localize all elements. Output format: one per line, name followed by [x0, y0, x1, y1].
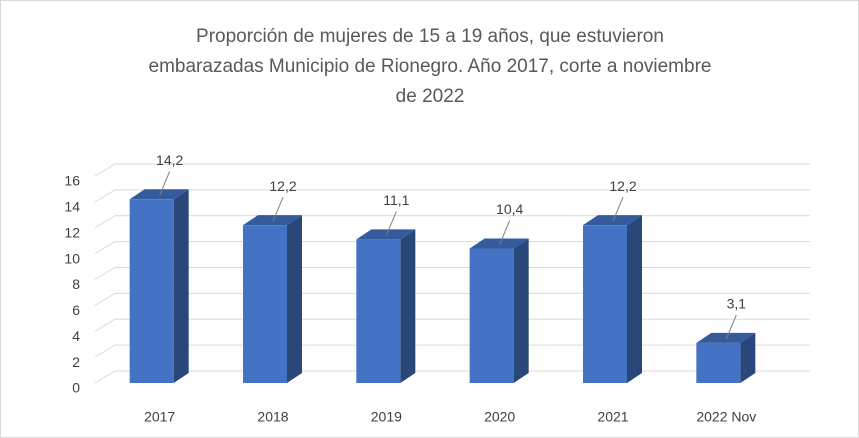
bar: [243, 215, 302, 383]
leader-line: [159, 171, 171, 196]
y-tick-label: 10: [64, 250, 80, 266]
x-tick-label: 2019: [371, 409, 402, 425]
x-tick-label: 2022 Nov: [696, 409, 756, 425]
bar: [696, 332, 756, 383]
bar: [469, 238, 529, 383]
data-label: 3,1: [727, 296, 747, 312]
bar-side: [513, 238, 529, 383]
bar-side: [400, 229, 416, 383]
grid-line: [94, 292, 810, 306]
y-tick-label: 4: [72, 328, 80, 344]
data-label: 12,2: [609, 178, 636, 194]
bar-top: [243, 215, 302, 226]
y-tick-label: 8: [72, 276, 80, 292]
leader-line: [499, 220, 511, 245]
bar: [129, 189, 189, 383]
grid-line: [94, 267, 810, 280]
grid-line: [94, 215, 810, 229]
chart-title: Proporción de mujeres de 15 a 19 años, q…: [148, 26, 712, 107]
data-label: 12,2: [269, 178, 296, 194]
bar-side: [173, 189, 189, 383]
bar-side: [740, 332, 756, 383]
bar-front: [583, 225, 627, 383]
bar-top: [356, 229, 416, 240]
bar-front: [696, 342, 741, 383]
grid-line: [94, 189, 810, 203]
y-tick-label: 2: [72, 354, 80, 370]
leader-line: [272, 196, 284, 222]
bar: [583, 215, 642, 383]
grid-line: [94, 370, 810, 384]
leader-line: [612, 196, 624, 222]
grid-line: [94, 344, 810, 358]
bar: [356, 229, 416, 383]
x-tick-label: 2020: [484, 409, 515, 425]
y-tick-label: 14: [64, 199, 80, 215]
y-tick-label: 6: [72, 302, 80, 318]
y-tick-label: 16: [64, 173, 80, 189]
data-label: 14,2: [156, 152, 183, 168]
bar-side: [627, 215, 642, 383]
bar-top: [469, 238, 529, 249]
bar-front: [243, 225, 287, 383]
x-tick-label: 2017: [144, 409, 175, 425]
bar-top: [129, 189, 189, 200]
x-tick-label: 2018: [257, 409, 288, 425]
grid-line: [94, 241, 810, 255]
bar-front: [356, 239, 401, 383]
x-tick-label: 2021: [597, 409, 628, 425]
leader-line: [385, 211, 397, 236]
data-label: 10,4: [496, 201, 523, 217]
y-tick-label: 12: [64, 224, 80, 240]
grid-line: [94, 163, 810, 177]
data-label: 11,1: [383, 192, 409, 208]
bar-side: [287, 215, 302, 383]
leader-line: [725, 314, 737, 340]
bar-front: [129, 199, 174, 383]
bar-top: [583, 215, 642, 226]
y-tick-label: 0: [72, 380, 80, 396]
bar-front: [469, 248, 514, 383]
bar-top: [696, 332, 756, 343]
grid-line: [94, 318, 810, 332]
